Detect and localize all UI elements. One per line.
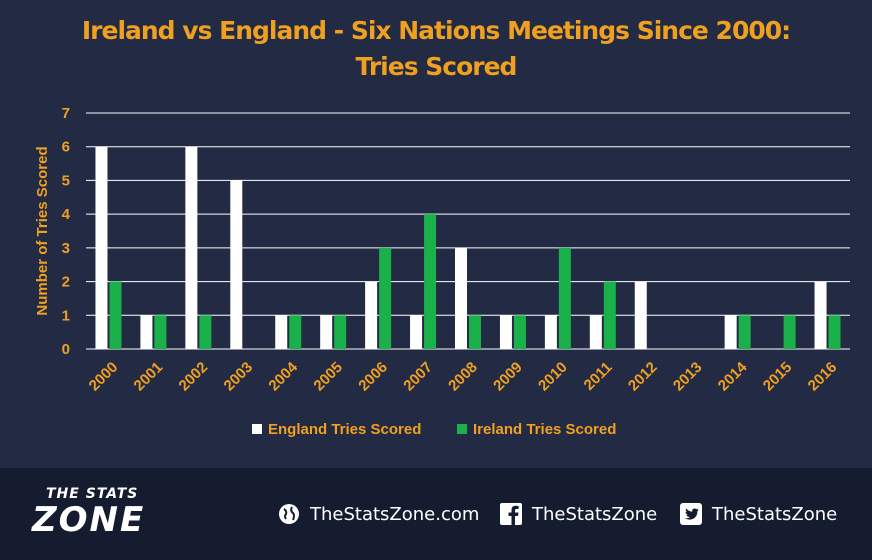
england-bar-2002: [185, 146, 198, 349]
england-bar-2009: [499, 315, 512, 349]
england-bar-2012: [634, 281, 647, 349]
footer-bar: [0, 468, 872, 560]
y-tick-label: 7: [62, 105, 70, 122]
y-tick-label: 2: [62, 274, 70, 291]
ireland-bar-2014: [738, 315, 751, 349]
england-bar-2004: [275, 315, 288, 349]
chart-title: Ireland vs England - Six Nations Meeting…: [81, 16, 791, 45]
y-tick-label: 4: [62, 206, 71, 223]
england-bar-2010: [544, 315, 557, 349]
ireland-legend-swatch: [457, 424, 467, 434]
x-tick-label: 2004: [265, 358, 301, 394]
x-tick-label: 2003: [221, 359, 257, 395]
ireland-bar-2005: [334, 315, 347, 349]
england-bar-2003: [230, 180, 243, 349]
england-legend-swatch: [252, 424, 262, 434]
twitter-link[interactable]: TheStatsZone: [680, 500, 837, 528]
x-tick-label: 2015: [760, 359, 796, 395]
ireland-bar-2008: [469, 315, 481, 349]
ireland-legend-label: Ireland Tries Scored: [473, 421, 616, 438]
x-tick-label: 2007: [400, 359, 436, 395]
ireland-bar-2010: [558, 247, 571, 349]
england-bar-2014: [724, 315, 737, 349]
y-tick-label: 1: [62, 307, 70, 324]
stats-zone-logo: THE STATS ZONE: [32, 486, 192, 542]
x-tick-label: 2011: [581, 359, 616, 394]
twitter-label: TheStatsZone: [712, 503, 838, 525]
website-label: TheStatsZone.com: [310, 503, 480, 525]
facebook-icon: [500, 503, 522, 525]
x-tick-label: 2008: [445, 359, 481, 395]
ireland-bar-2007: [424, 214, 437, 349]
x-tick-label: 2009: [490, 359, 526, 395]
ireland-bar-2006: [379, 247, 392, 349]
x-tick-label: 2013: [670, 359, 706, 395]
logo-text-bottom: ZONE: [32, 500, 146, 540]
y-tick-label: 3: [62, 240, 70, 257]
ireland-bar-2015: [783, 315, 796, 349]
england-bar-2001: [140, 315, 153, 349]
website-link[interactable]: TheStatsZone.com: [278, 500, 479, 528]
x-tick-label: 2010: [535, 359, 571, 395]
facebook-label: TheStatsZone: [532, 503, 658, 525]
y-tick-label: 0: [62, 341, 70, 358]
england-legend-label: England Tries Scored: [268, 421, 421, 438]
ireland-bar-2016: [828, 315, 841, 349]
england-bar-2000: [95, 146, 108, 349]
x-tick-label: 2001: [131, 359, 167, 395]
england-bar-2005: [320, 315, 333, 349]
facebook-link[interactable]: TheStatsZone: [500, 500, 657, 528]
england-bar-2016: [814, 281, 827, 349]
england-bar-2011: [589, 315, 602, 349]
y-axis-title: Number of Tries Scored: [34, 146, 51, 315]
x-tick-label: 2000: [86, 359, 122, 395]
y-tick-label: 5: [62, 172, 70, 189]
england-bar-2006: [365, 281, 378, 349]
ireland-bar-2004: [289, 315, 302, 349]
ireland-bar-2002: [199, 315, 212, 349]
y-tick-label: 6: [62, 139, 70, 156]
x-tick-label: 2012: [625, 359, 661, 395]
logo-text-top: THE STATS: [46, 486, 139, 502]
england-bar-2007: [410, 315, 423, 349]
globe-icon: [279, 504, 299, 524]
twitter-icon: [680, 503, 702, 525]
x-tick-label: 2002: [176, 359, 212, 395]
chart-subtitle: Tries Scored: [355, 52, 518, 81]
x-tick-label: 2014: [715, 358, 751, 394]
x-tick-label: 2006: [355, 359, 391, 395]
ireland-bar-2001: [154, 315, 167, 349]
ireland-bar-2009: [513, 315, 526, 349]
x-tick-label: 2005: [310, 359, 346, 395]
england-bar-2008: [455, 247, 467, 349]
ireland-bar-2011: [603, 281, 616, 349]
ireland-bar-2000: [109, 281, 122, 349]
x-tick-label: 2016: [805, 359, 841, 395]
